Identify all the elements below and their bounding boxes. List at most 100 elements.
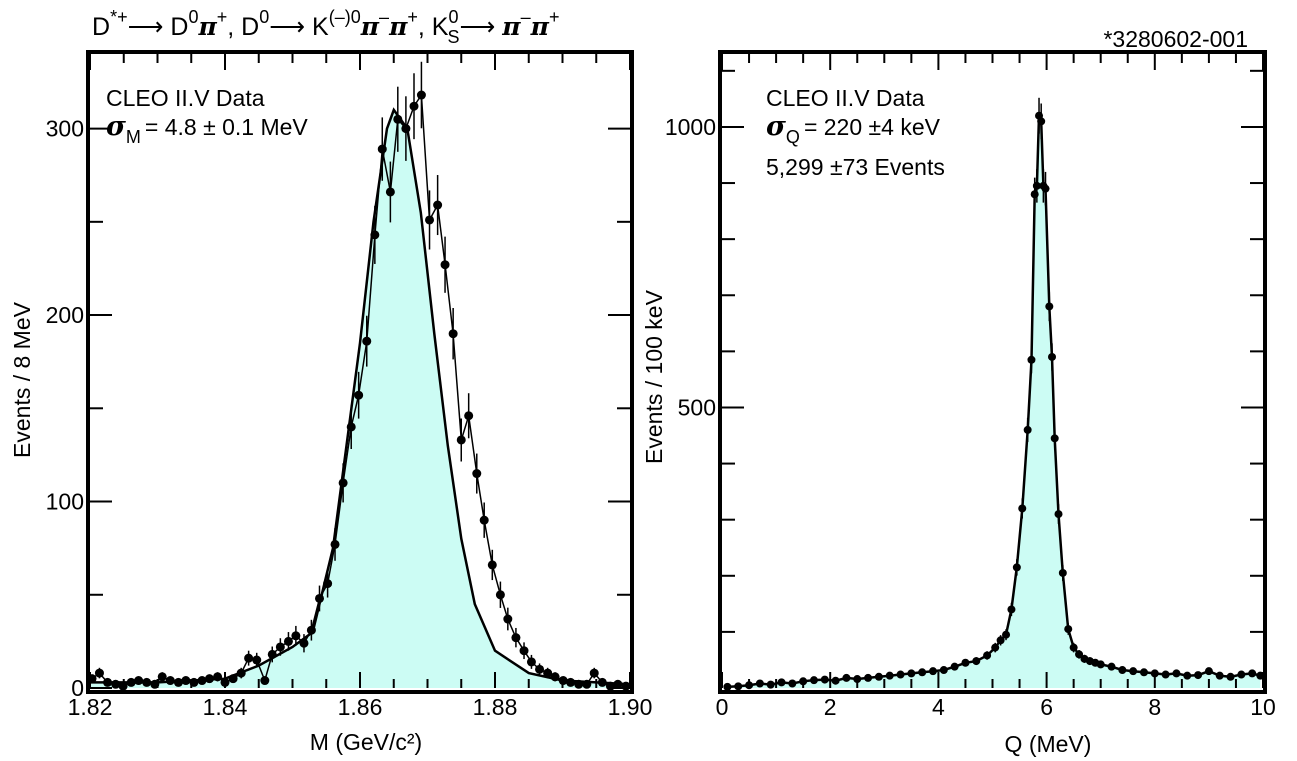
left-data-point — [425, 190, 435, 250]
right-marker — [983, 651, 992, 660]
right-marker — [1018, 504, 1027, 513]
right-marker — [918, 668, 927, 677]
right-marker — [1226, 672, 1235, 681]
left-data-point — [306, 619, 316, 641]
left-data-point — [103, 677, 113, 687]
left-data-point — [126, 677, 136, 687]
left-marker — [134, 676, 144, 686]
right-data-point — [991, 642, 1000, 653]
left-data-point — [315, 585, 324, 612]
left-marker — [495, 590, 505, 600]
right-x-tick-label: 2 — [824, 694, 837, 720]
right-marker — [1204, 667, 1213, 676]
left-y-tick-label: 0 — [71, 675, 84, 701]
left-marker — [393, 114, 403, 124]
right-data-point — [788, 679, 797, 688]
figure-id: *3280602-001 — [1103, 26, 1248, 52]
title-part: – — [379, 7, 389, 27]
right-marker — [939, 666, 948, 675]
left-marker — [479, 515, 489, 525]
left-data-point — [433, 175, 443, 236]
left-marker — [252, 655, 262, 665]
right-marker — [777, 678, 786, 687]
right-annotation-dataset: CLEO II.V Data — [766, 85, 925, 111]
left-marker — [535, 664, 545, 674]
left-marker — [511, 633, 521, 643]
left-data-point — [267, 646, 277, 663]
right-marker — [1032, 181, 1041, 190]
right-marker — [755, 679, 764, 688]
right-data-point — [1107, 662, 1116, 671]
right-fill-area — [727, 115, 1261, 688]
right-marker — [972, 657, 981, 666]
right-marker — [1058, 568, 1067, 577]
left-data-point — [299, 634, 309, 653]
right-data-point — [1069, 642, 1078, 653]
left-data-point — [503, 607, 513, 631]
right-fit-curve — [727, 115, 1261, 689]
title-part: , D — [227, 13, 259, 41]
left-data-point — [487, 549, 497, 581]
right-data-point — [1096, 660, 1105, 669]
title-part: π — [530, 12, 550, 41]
right-marker — [885, 671, 894, 680]
right-marker — [991, 643, 1000, 652]
left-marker — [165, 676, 175, 686]
left-data-points — [87, 61, 631, 691]
left-data-point — [472, 453, 482, 494]
left-marker — [181, 676, 191, 686]
figure-title: D*+⟶ D0π+, D0⟶ K(–)0π–π+, K0 S⟶ π–π+ — [92, 7, 559, 47]
right-marker — [1048, 352, 1057, 361]
right-tick-labels: 0 2 4 6 8 10 500 1000 — [665, 114, 1276, 720]
right-marker — [1012, 563, 1021, 572]
left-marker — [103, 677, 113, 687]
title-part: π — [501, 12, 521, 41]
left-marker — [346, 422, 356, 432]
left-annotation-sigma: σM = 4.8 ± 0.1 MeV — [106, 111, 308, 147]
left-marker — [275, 642, 285, 652]
left-data-point — [244, 650, 254, 666]
right-data-point — [1048, 343, 1057, 371]
right-y-tick-label: 500 — [678, 394, 716, 420]
left-marker — [204, 674, 214, 684]
left-data-point — [228, 674, 238, 684]
right-marker — [842, 673, 851, 682]
left-marker — [416, 90, 426, 100]
left-data-point — [377, 117, 387, 181]
left-x-tick-label: 1.86 — [338, 694, 383, 720]
right-data-point — [1226, 672, 1235, 681]
right-y-axis-label: Events / 100 keV — [641, 289, 667, 464]
left-data-point — [260, 676, 270, 686]
right-data-point — [1037, 103, 1046, 140]
right-data-point — [1002, 629, 1011, 641]
left-marker — [456, 435, 466, 445]
right-data-point — [1248, 669, 1257, 678]
title-part: 0 — [259, 7, 269, 27]
left-marker — [574, 679, 584, 689]
left-data-point — [213, 672, 223, 682]
left-marker — [487, 560, 497, 570]
right-data-points — [723, 97, 1265, 691]
right-data-point — [1058, 564, 1067, 582]
left-data-point — [535, 663, 545, 676]
right-data-point — [1129, 667, 1138, 676]
right-y-tick-label: 1000 — [665, 114, 716, 140]
title-part: + — [549, 7, 560, 27]
right-marker — [1054, 510, 1063, 519]
left-data-point — [613, 679, 623, 689]
left-data-point — [589, 667, 599, 679]
left-data-point — [204, 674, 214, 684]
left-data-point — [409, 73, 419, 140]
left-data-point — [393, 86, 403, 152]
left-marker — [464, 411, 474, 421]
left-data-point — [111, 679, 121, 689]
right-data-point — [734, 682, 743, 691]
right-marker — [734, 682, 743, 691]
left-marker — [323, 579, 333, 589]
right-data-point — [1032, 169, 1041, 203]
left-tick-labels: 1.82 1.84 1.86 1.88 1.90 0 100 200 300 — [46, 116, 653, 720]
left-marker — [440, 260, 450, 270]
left-data-point — [511, 627, 521, 648]
left-marker — [550, 672, 560, 682]
